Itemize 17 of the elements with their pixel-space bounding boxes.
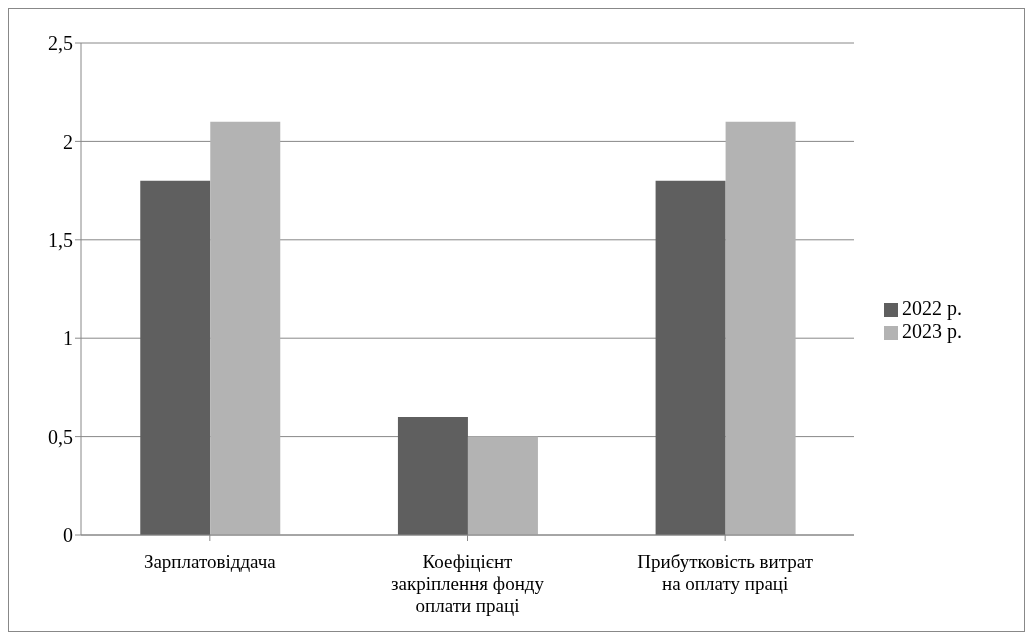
y-tick-label: 0 xyxy=(63,524,73,547)
bar xyxy=(655,180,726,535)
y-tick-label: 2 xyxy=(63,130,73,153)
bar xyxy=(467,436,538,535)
x-tick-label: Зарплатовіддача xyxy=(143,551,277,573)
x-tick-label: Прибутковість витрат на оплату праці xyxy=(637,551,814,594)
y-tick-label: 0,5 xyxy=(48,425,73,448)
y-tick-label: 2,5 xyxy=(48,32,73,55)
legend-label: 2023 р. xyxy=(902,320,962,342)
x-tick-label: Коефіцієнт закріплення фонду оплати праці xyxy=(390,551,545,616)
bar xyxy=(140,180,211,535)
legend-label: 2022 р. xyxy=(902,297,962,319)
bar xyxy=(725,121,796,535)
bar xyxy=(210,121,281,535)
bar xyxy=(397,416,468,535)
y-tick-label: 1,5 xyxy=(48,228,73,251)
y-tick-label: 1 xyxy=(63,327,73,350)
